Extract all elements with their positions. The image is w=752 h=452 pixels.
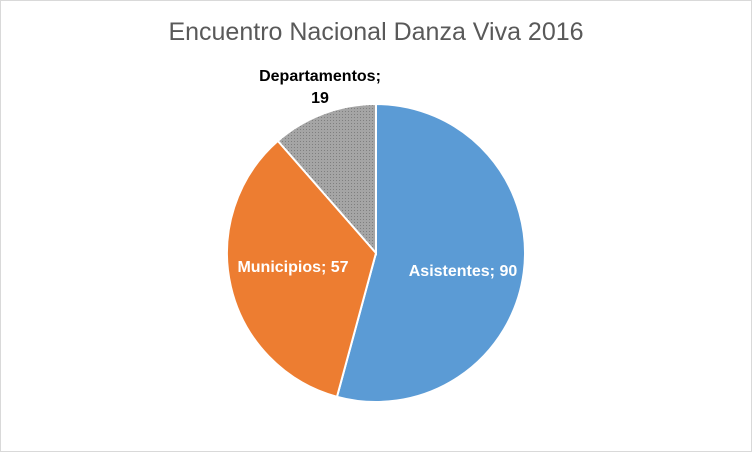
- data-label: Departamentos; 19: [259, 68, 381, 107]
- pie-slice: [226, 139, 378, 399]
- chart-title: Encuentro Nacional Danza Viva 2016: [168, 18, 584, 46]
- pie-slice: [335, 102, 526, 403]
- pie-slice: [276, 102, 377, 256]
- data-label: Asistentes; 90: [408, 263, 518, 280]
- data-label: Municipios; 57: [237, 259, 349, 276]
